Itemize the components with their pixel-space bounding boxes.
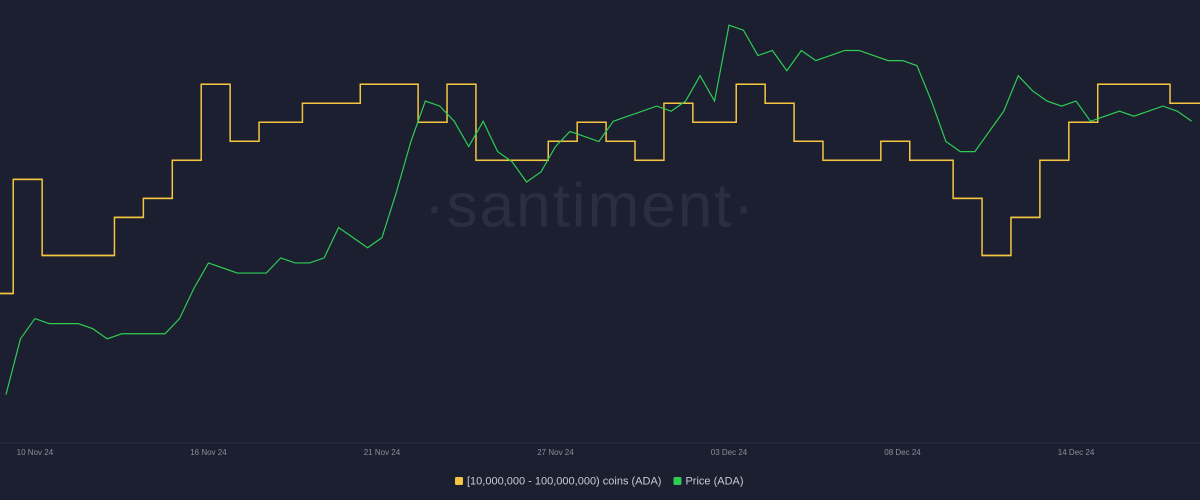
x-tick-label: 10 Nov 24 — [17, 448, 54, 457]
x-tick-label: 16 Nov 24 — [190, 448, 227, 457]
x-tick-label: 21 Nov 24 — [364, 448, 401, 457]
x-tick-label: 27 Nov 24 — [537, 448, 574, 457]
x-tick-label: 03 Dec 24 — [711, 448, 748, 457]
legend-swatch — [673, 477, 682, 485]
legend-label: [10,000,000 - 100,000,000) coins (ADA) — [467, 475, 661, 487]
legend-label: Price (ADA) — [685, 475, 743, 487]
x-tick-label: 14 Dec 24 — [1058, 448, 1095, 457]
legend-swatch — [455, 477, 463, 485]
x-tick-label: 08 Dec 24 — [884, 448, 921, 457]
watermark: ·santiment· — [424, 171, 756, 240]
price-line — [5, 24, 1193, 395]
